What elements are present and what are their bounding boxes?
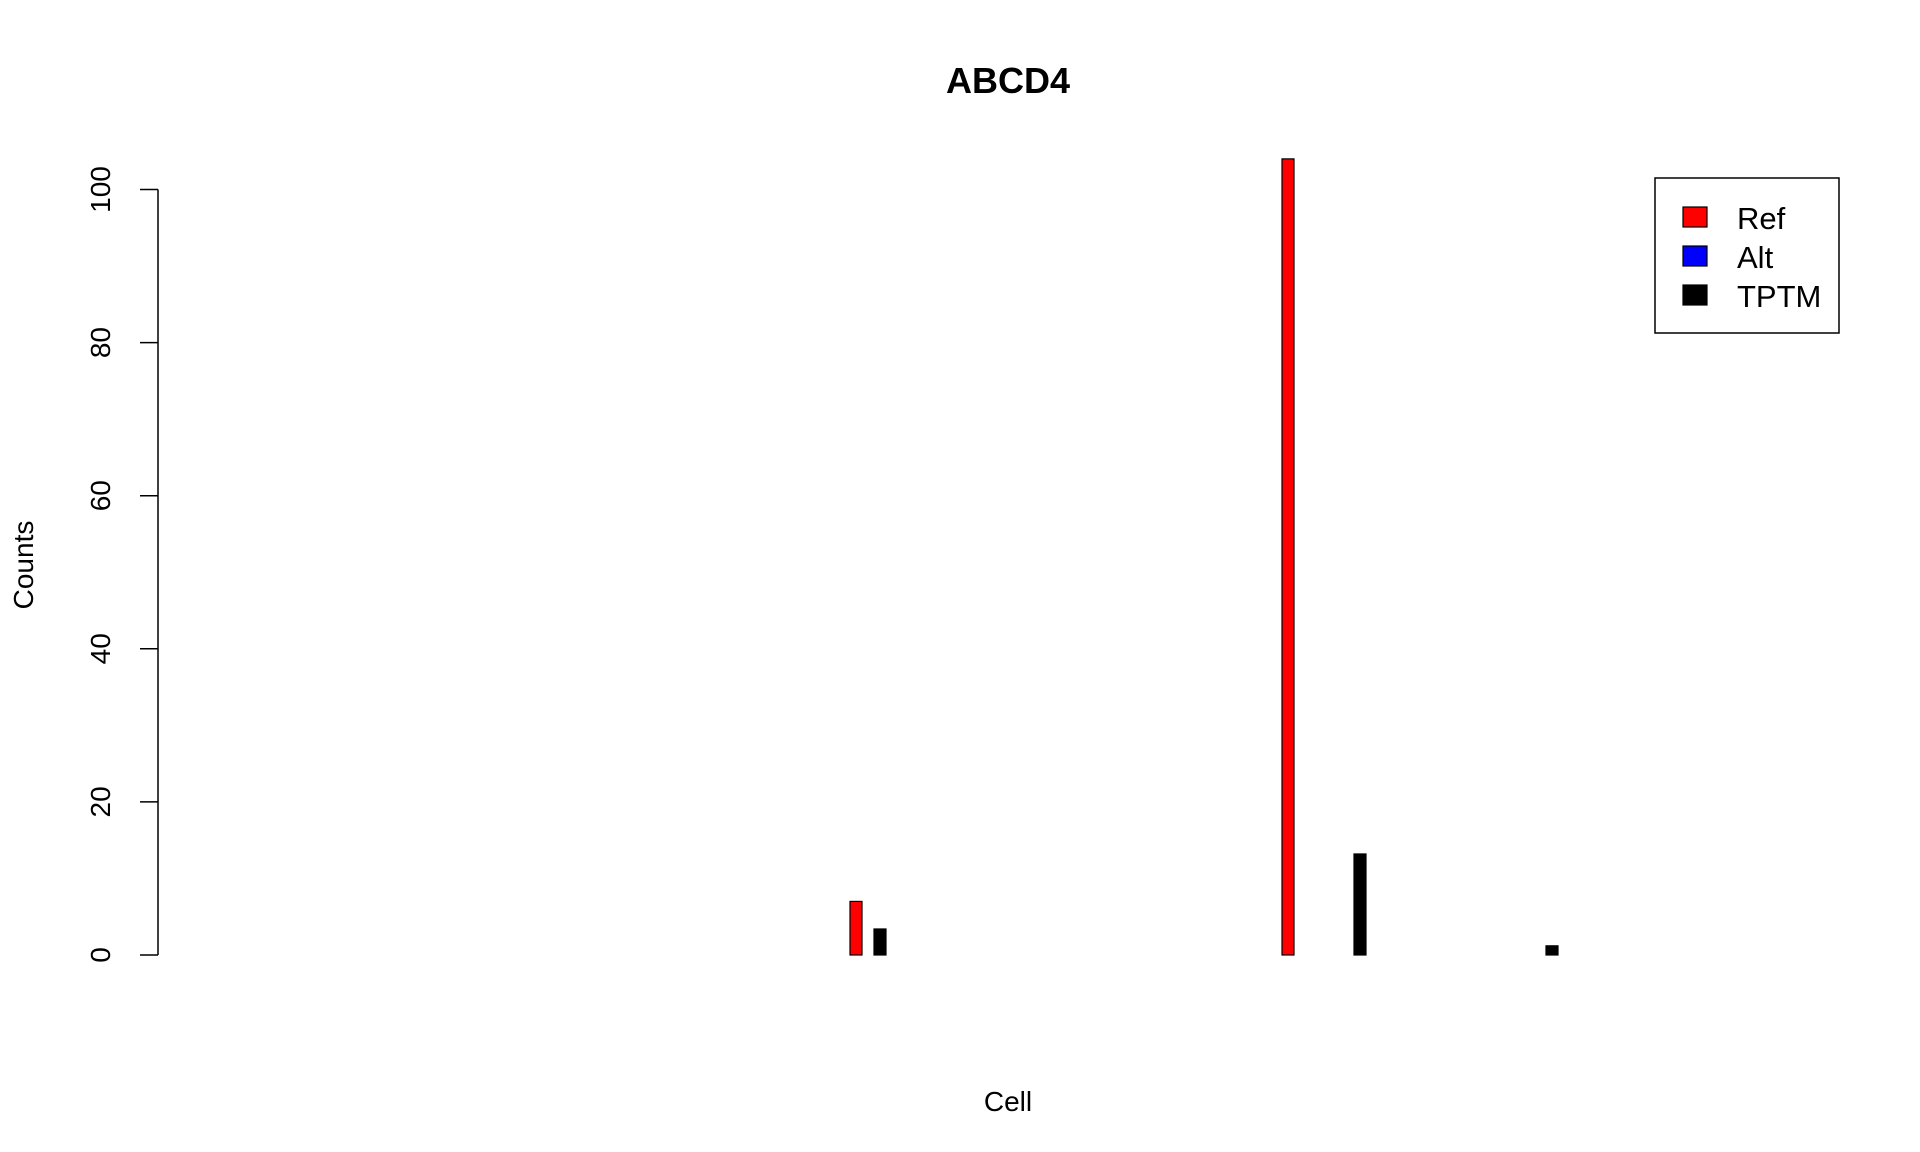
y-tick-label: 60 (85, 480, 116, 511)
legend-label-tptm: TPTM (1737, 279, 1821, 314)
legend-swatch-tptm (1682, 284, 1708, 306)
legend: Ref Alt TPTM (1654, 177, 1840, 334)
y-axis-label: Counts (8, 521, 39, 610)
chart-title: ABCD4 (946, 60, 1070, 101)
bar-ref (1281, 158, 1295, 956)
x-axis-label: Cell (984, 1086, 1032, 1117)
bar-tptm (873, 928, 887, 956)
bar-group (849, 158, 1559, 956)
legend-swatch-ref (1682, 206, 1708, 228)
y-tick-label: 20 (85, 786, 116, 817)
bar-tptm (1353, 853, 1367, 956)
y-tick-label: 0 (85, 947, 116, 963)
legend-box (1654, 177, 1840, 334)
y-tick-label: 40 (85, 633, 116, 664)
legend-swatch-alt (1682, 245, 1708, 267)
legend-label-ref: Ref (1737, 201, 1786, 236)
bar-ref (849, 900, 863, 956)
legend-label-alt: Alt (1737, 240, 1774, 275)
y-axis: 0 20 40 60 80 100 (85, 166, 159, 963)
y-tick-label: 100 (85, 166, 116, 213)
y-tick-label: 80 (85, 327, 116, 358)
bar-tptm (1545, 945, 1559, 956)
